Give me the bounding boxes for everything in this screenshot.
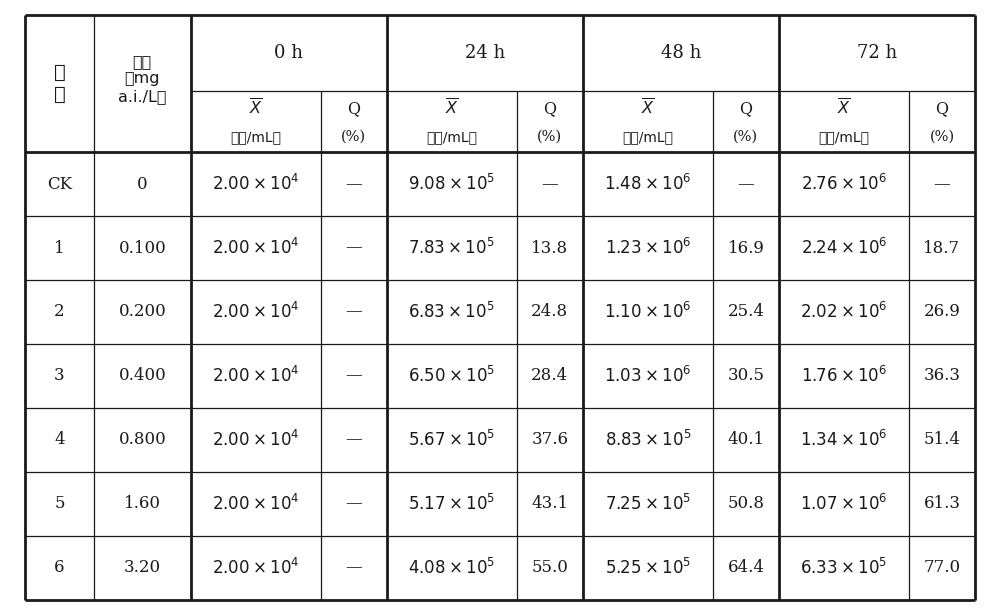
- Text: 处
理: 处 理: [54, 63, 65, 104]
- Text: (%): (%): [733, 130, 758, 144]
- Text: $2.00\times10^{4}$: $2.00\times10^{4}$: [212, 493, 299, 514]
- Text: —: —: [345, 559, 362, 576]
- Text: $5.67\times10^{5}$: $5.67\times10^{5}$: [408, 430, 495, 450]
- Text: $\overline{X}$: $\overline{X}$: [837, 98, 851, 118]
- Text: 18.7: 18.7: [923, 240, 961, 257]
- Text: —: —: [541, 176, 558, 192]
- Text: $2.02\times10^{6}$: $2.02\times10^{6}$: [800, 302, 888, 322]
- Text: $7.83\times10^{5}$: $7.83\times10^{5}$: [408, 238, 495, 258]
- Text: 0.200: 0.200: [118, 303, 166, 321]
- Text: 36.3: 36.3: [923, 367, 960, 384]
- Text: (%): (%): [341, 130, 366, 144]
- Text: —: —: [738, 176, 754, 192]
- Text: $6.83\times10^{5}$: $6.83\times10^{5}$: [408, 302, 495, 322]
- Text: 48 h: 48 h: [661, 44, 701, 63]
- Text: 61.3: 61.3: [923, 495, 960, 512]
- Text: 25.4: 25.4: [727, 303, 764, 321]
- Text: $\overline{X}$: $\overline{X}$: [249, 98, 263, 118]
- Text: 30.5: 30.5: [727, 367, 764, 384]
- Text: Q: Q: [347, 100, 360, 117]
- Text: $\overline{X}$: $\overline{X}$: [445, 98, 459, 118]
- Text: $2.76\times10^{6}$: $2.76\times10^{6}$: [801, 174, 887, 194]
- Text: $1.34\times10^{6}$: $1.34\times10^{6}$: [800, 430, 888, 450]
- Text: (%): (%): [929, 130, 955, 144]
- Text: 3.20: 3.20: [124, 559, 161, 576]
- Text: Q: Q: [739, 100, 752, 117]
- Text: $1.23\times10^{6}$: $1.23\times10^{6}$: [605, 238, 691, 258]
- Text: （个/mL）: （个/mL）: [426, 130, 477, 144]
- Text: $2.00\times10^{4}$: $2.00\times10^{4}$: [212, 557, 299, 577]
- Text: 0.400: 0.400: [118, 367, 166, 384]
- Text: 77.0: 77.0: [923, 559, 961, 576]
- Text: Q: Q: [935, 100, 948, 117]
- Text: 64.4: 64.4: [727, 559, 764, 576]
- Text: 24 h: 24 h: [465, 44, 505, 63]
- Text: （个/mL）: （个/mL）: [818, 130, 869, 144]
- Text: $2.00\times10^{4}$: $2.00\times10^{4}$: [212, 238, 299, 258]
- Text: 0: 0: [137, 176, 148, 192]
- Text: $6.50\times10^{5}$: $6.50\times10^{5}$: [408, 366, 495, 386]
- Text: $2.00\times10^{4}$: $2.00\times10^{4}$: [212, 366, 299, 386]
- Text: 16.9: 16.9: [727, 240, 764, 257]
- Text: 5: 5: [54, 495, 65, 512]
- Text: $9.08\times10^{5}$: $9.08\times10^{5}$: [408, 174, 495, 194]
- Text: $7.25\times10^{5}$: $7.25\times10^{5}$: [605, 493, 691, 514]
- Text: —: —: [345, 495, 362, 512]
- Text: $1.07\times10^{6}$: $1.07\times10^{6}$: [800, 493, 888, 514]
- Text: 1.60: 1.60: [124, 495, 161, 512]
- Text: 72 h: 72 h: [857, 44, 897, 63]
- Text: —: —: [345, 240, 362, 257]
- Text: $5.17\times10^{5}$: $5.17\times10^{5}$: [408, 493, 495, 514]
- Text: 37.6: 37.6: [531, 432, 568, 448]
- Text: 6: 6: [54, 559, 65, 576]
- Text: —: —: [345, 303, 362, 321]
- Text: 26.9: 26.9: [924, 303, 960, 321]
- Text: 28.4: 28.4: [531, 367, 568, 384]
- Text: $2.00\times10^{4}$: $2.00\times10^{4}$: [212, 430, 299, 450]
- Text: 0 h: 0 h: [274, 44, 303, 63]
- Text: —: —: [934, 176, 950, 192]
- Text: —: —: [345, 432, 362, 448]
- Text: 43.1: 43.1: [531, 495, 568, 512]
- Text: 55.0: 55.0: [531, 559, 568, 576]
- Text: $4.08\times10^{5}$: $4.08\times10^{5}$: [408, 557, 495, 577]
- Text: —: —: [345, 367, 362, 384]
- Text: 浓度
（mg
a.i./L）: 浓度 （mg a.i./L）: [118, 54, 167, 104]
- Text: —: —: [345, 176, 362, 192]
- Text: $2.00\times10^{4}$: $2.00\times10^{4}$: [212, 302, 299, 322]
- Text: （个/mL）: （个/mL）: [230, 130, 281, 144]
- Text: 50.8: 50.8: [727, 495, 764, 512]
- Text: $2.00\times10^{4}$: $2.00\times10^{4}$: [212, 174, 299, 194]
- Text: 2: 2: [54, 303, 65, 321]
- Text: $1.76\times10^{6}$: $1.76\times10^{6}$: [801, 366, 887, 386]
- Text: 3: 3: [54, 367, 65, 384]
- Text: 4: 4: [54, 432, 65, 448]
- Text: $6.33\times10^{5}$: $6.33\times10^{5}$: [800, 557, 887, 577]
- Text: $\overline{X}$: $\overline{X}$: [641, 98, 655, 118]
- Text: $5.25\times10^{5}$: $5.25\times10^{5}$: [605, 557, 691, 577]
- Text: 0.800: 0.800: [118, 432, 166, 448]
- Text: $1.48\times10^{6}$: $1.48\times10^{6}$: [604, 174, 692, 194]
- Text: （个/mL）: （个/mL）: [622, 130, 673, 144]
- Text: 51.4: 51.4: [923, 432, 960, 448]
- Text: $8.83\times10^{5}$: $8.83\times10^{5}$: [605, 430, 691, 450]
- Text: (%): (%): [537, 130, 562, 144]
- Text: 40.1: 40.1: [727, 432, 764, 448]
- Text: 24.8: 24.8: [531, 303, 568, 321]
- Text: CK: CK: [47, 176, 72, 192]
- Text: 13.8: 13.8: [531, 240, 568, 257]
- Text: $2.24\times10^{6}$: $2.24\times10^{6}$: [801, 238, 887, 258]
- Text: 1: 1: [54, 240, 65, 257]
- Text: 0.100: 0.100: [118, 240, 166, 257]
- Text: $1.03\times10^{6}$: $1.03\times10^{6}$: [604, 366, 692, 386]
- Text: Q: Q: [543, 100, 556, 117]
- Text: $1.10\times10^{6}$: $1.10\times10^{6}$: [604, 302, 692, 322]
